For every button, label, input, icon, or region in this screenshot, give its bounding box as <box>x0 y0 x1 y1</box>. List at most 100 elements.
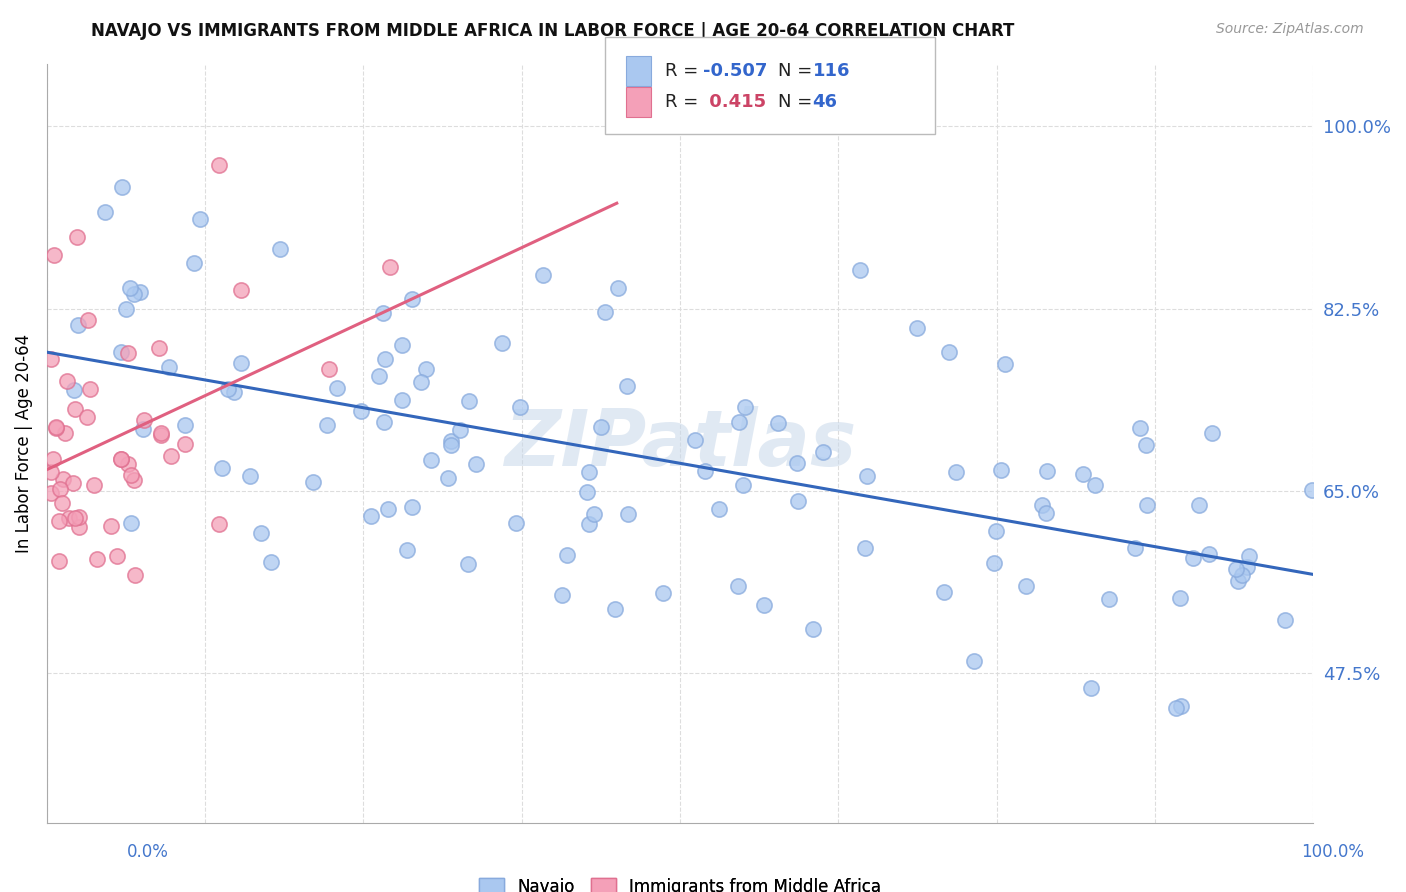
Point <box>395 543 418 558</box>
Point <box>1236 559 1258 574</box>
Point <box>48 554 70 568</box>
Point <box>368 369 391 384</box>
Point <box>67 519 90 533</box>
Point <box>373 415 395 429</box>
Point <box>39 486 62 500</box>
Point <box>707 501 730 516</box>
Point <box>174 436 197 450</box>
Point <box>683 434 706 448</box>
Point <box>1201 426 1223 441</box>
Point <box>224 385 246 400</box>
Point <box>86 551 108 566</box>
Point <box>1168 591 1191 606</box>
Point <box>575 485 598 500</box>
Point <box>39 465 62 479</box>
Text: 116: 116 <box>813 62 851 80</box>
Point <box>1301 483 1323 497</box>
Point <box>1198 547 1220 561</box>
Point <box>150 427 173 442</box>
Point <box>350 403 373 417</box>
Point <box>63 401 86 416</box>
Point <box>934 585 956 599</box>
Point <box>62 476 84 491</box>
Point <box>733 478 755 492</box>
Point <box>401 500 423 515</box>
Point <box>208 517 231 532</box>
Point <box>56 374 79 388</box>
Text: -0.507: -0.507 <box>703 62 768 80</box>
Text: Source: ZipAtlas.com: Source: ZipAtlas.com <box>1216 22 1364 37</box>
Point <box>79 383 101 397</box>
Point <box>66 229 89 244</box>
Point <box>727 579 749 593</box>
Point <box>578 465 600 479</box>
Point <box>766 416 789 430</box>
Point <box>124 473 146 487</box>
Point <box>1136 498 1159 512</box>
Point <box>593 304 616 318</box>
Point <box>1239 549 1261 564</box>
Point <box>853 541 876 556</box>
Point <box>849 263 872 277</box>
Point <box>401 292 423 306</box>
Point <box>578 516 600 531</box>
Point <box>42 248 65 262</box>
Point <box>440 438 463 452</box>
Point <box>124 287 146 301</box>
Point <box>1225 561 1247 575</box>
Point <box>984 524 1007 538</box>
Point <box>734 401 756 415</box>
Point <box>457 557 479 571</box>
Point <box>157 360 180 375</box>
Point <box>302 475 325 489</box>
Point <box>1166 701 1188 715</box>
Text: 46: 46 <box>813 93 838 112</box>
Point <box>555 548 578 562</box>
Point <box>786 456 808 470</box>
Point <box>66 318 89 332</box>
Point <box>371 305 394 319</box>
Point <box>211 461 233 475</box>
Point <box>115 302 138 317</box>
Point <box>1188 499 1211 513</box>
Point <box>149 426 172 441</box>
Point <box>391 338 413 352</box>
Point <box>1071 467 1094 482</box>
Point <box>1035 506 1057 520</box>
Point <box>249 526 271 541</box>
Point <box>993 357 1015 371</box>
Point <box>269 242 291 256</box>
Point <box>695 464 717 478</box>
Point <box>583 508 606 522</box>
Point <box>652 586 675 600</box>
Point <box>1015 579 1038 593</box>
Point <box>120 516 142 530</box>
Point <box>1031 498 1053 512</box>
Point <box>415 362 437 376</box>
Point <box>616 379 638 393</box>
Point <box>787 494 810 508</box>
Point <box>110 345 132 359</box>
Legend: Navajo, Immigrants from Middle Africa: Navajo, Immigrants from Middle Africa <box>472 871 889 892</box>
Point <box>1036 464 1059 478</box>
Y-axis label: In Labor Force | Age 20-64: In Labor Force | Age 20-64 <box>15 334 32 553</box>
Point <box>551 588 574 602</box>
Point <box>449 423 471 437</box>
Point <box>1123 541 1146 555</box>
Point <box>229 356 252 370</box>
Point <box>45 420 67 434</box>
Point <box>531 268 554 283</box>
Text: NAVAJO VS IMMIGRANTS FROM MIDDLE AFRICA IN LABOR FORCE | AGE 20-64 CORRELATION C: NAVAJO VS IMMIGRANTS FROM MIDDLE AFRICA … <box>91 22 1015 40</box>
Point <box>1230 567 1253 582</box>
Point <box>589 420 612 434</box>
Point <box>377 502 399 516</box>
Point <box>316 418 339 433</box>
Text: 0.415: 0.415 <box>703 93 766 112</box>
Point <box>605 602 627 616</box>
Point <box>464 457 486 471</box>
Text: ZIPatlas: ZIPatlas <box>503 406 856 482</box>
Point <box>260 555 283 569</box>
Point <box>100 518 122 533</box>
Point <box>391 393 413 408</box>
Point <box>58 511 80 525</box>
